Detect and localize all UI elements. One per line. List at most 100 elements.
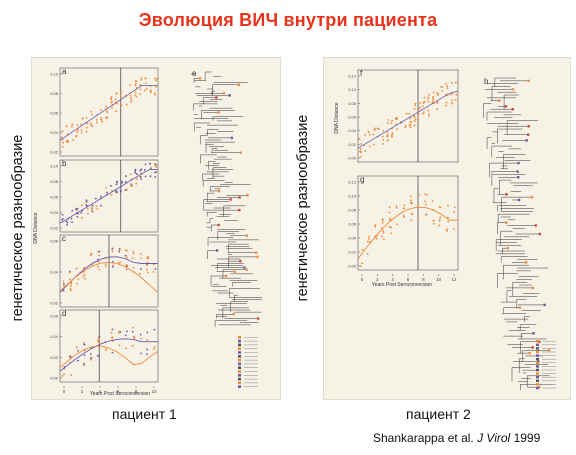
data-point [110,331,113,334]
tree-leaf-marker [245,234,248,237]
data-point [368,235,371,238]
legend-swatch [536,347,539,350]
x-tick-label: 2 [81,389,84,394]
data-point [65,220,68,223]
data-point [100,204,103,207]
data-point [71,123,74,126]
data-point [361,248,364,251]
data-point [139,175,142,178]
data-point [96,207,99,210]
data-point [432,219,435,222]
data-point [135,95,138,98]
tree-leaf-marker [531,286,535,290]
data-point [115,92,118,95]
data-point [425,213,428,216]
tree-leaf-marker [256,317,260,320]
data-point [381,235,383,238]
caption-patient-1: пациент 1 [112,406,177,422]
data-point [455,93,458,96]
data-point [98,250,101,253]
data-point [110,95,113,98]
data-point [98,355,101,358]
data-point [86,122,89,124]
tree-leaf-marker [254,251,258,254]
data-point [154,164,157,167]
data-point [77,278,80,281]
data-point [98,341,100,344]
data-point [120,96,122,99]
data-point [70,282,73,285]
data-point [110,194,113,196]
tree-leaf-marker [217,111,220,114]
citation: Shankarappa et al. J Virol 1999 [373,431,540,445]
data-point [76,282,79,285]
data-point [111,248,114,251]
data-point [364,134,367,136]
data-point [374,225,377,228]
data-point [135,178,138,180]
data-point [135,80,138,83]
data-point [120,182,123,185]
data-point [99,109,102,111]
data-point [132,251,135,253]
legend-swatch [238,366,241,369]
data-point [154,86,157,88]
data-point [129,173,132,176]
data-point [154,79,157,82]
legend-swatch [238,381,241,385]
tree-leaf-marker [517,161,520,165]
data-point [153,77,156,80]
data-point [98,335,101,338]
data-point [139,257,142,259]
y-tick-label: 0.02 [348,250,357,255]
tree-leaf-marker [217,189,221,193]
data-point [61,130,64,133]
data-point [149,90,152,93]
data-point [95,121,98,124]
data-point [75,207,78,210]
data-point [91,207,94,210]
data-point [423,101,425,103]
data-point [375,237,378,240]
tree-leaf-marker [230,136,234,140]
tree-leaf-marker [228,94,231,97]
legend-swatch [238,343,241,347]
data-point [144,82,147,85]
data-point [91,211,94,213]
data-point [94,197,97,200]
y-tick-label: 0.06 [50,111,59,116]
data-point [431,200,434,202]
y-tick-label: 0.06 [348,115,357,120]
data-point [147,257,150,260]
data-point [83,273,86,276]
data-point [111,260,114,263]
data-point [70,285,72,288]
figure-patient-2-graphic: 0.12 0.10 0.08 0.06 0.04 0.02 0.00 0.12 0.10 0.08… [334,69,556,390]
y-tick-label: 0.08 [50,179,59,184]
data-point [105,117,108,120]
x-tick-label: 8 [135,389,138,394]
data-point [66,139,69,142]
data-point [126,249,129,252]
data-point [85,130,88,133]
data-point [85,116,88,119]
data-point [70,289,72,292]
y-tick-label: 0.08 [50,91,59,96]
data-point [126,330,128,333]
legend-swatch [238,336,241,339]
data-point [389,217,391,220]
data-point [395,207,398,209]
data-point [96,354,99,357]
data-point [427,115,430,117]
y-tick-label: 0.00 [348,156,357,161]
data-point [414,102,417,105]
data-point [409,123,412,126]
y-axis-title-fig1: DNA Distance [33,212,39,243]
data-point [386,139,389,142]
data-point [403,207,406,210]
trend-line-2 [59,345,159,368]
data-point [134,94,137,96]
data-point [390,134,393,137]
data-point [446,87,449,90]
data-point [90,110,93,113]
